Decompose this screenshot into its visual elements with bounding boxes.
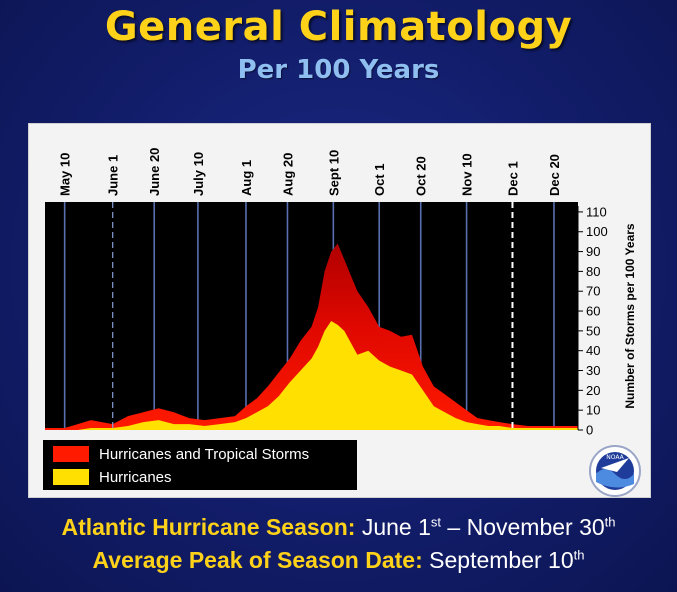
date-tick-label: Nov 10 — [460, 153, 475, 196]
y-tick-label: 40 — [586, 343, 600, 358]
peak-value: September 10 — [429, 547, 574, 573]
y-tick-label: 20 — [586, 383, 600, 398]
date-tick-label: June 20 — [147, 148, 162, 196]
legend-swatch-hurricane — [53, 469, 89, 485]
season-dash: – — [441, 514, 467, 540]
season-boundary-lines — [112, 202, 514, 430]
tropical-storm-area — [45, 243, 578, 430]
date-tick-label: Aug 1 — [239, 160, 254, 196]
y-tick-label: 30 — [586, 363, 600, 378]
y-axis-label: Number of Storms per 100 Years — [623, 223, 637, 409]
noaa-logo: NOAA — [589, 445, 641, 497]
chart-panel: May 10 June 1 June 20 July 10 Aug 1 Aug 20 Sep… — [28, 123, 651, 498]
noaa-logo-text: NOAA — [606, 454, 624, 461]
peak-suffix: th — [573, 547, 585, 563]
season-label: Atlantic Hurricane Season: — [61, 514, 356, 540]
legend: Hurricanes and Tropical Storms Hurricane… — [43, 440, 357, 490]
peak-label: Average Peak of Season Date: — [92, 547, 423, 573]
y-tick-label: 80 — [586, 264, 600, 279]
season-line: Atlantic Hurricane Season: June 1st – No… — [0, 514, 677, 541]
date-tick-label: Oct 1 — [372, 163, 387, 196]
page-title: General Climatology — [104, 4, 573, 50]
date-tick-label: Aug 20 — [280, 153, 295, 196]
season-start: June 1 — [361, 514, 431, 540]
season-end-suffix: th — [604, 514, 616, 530]
date-tick-label: May 10 — [58, 153, 73, 196]
date-tick-label: Dec 1 — [505, 161, 520, 196]
climatology-chart: May 10 June 1 June 20 July 10 Aug 1 Aug 20 Sep… — [43, 148, 641, 497]
y-tick-label: 70 — [586, 284, 600, 299]
legend-swatch-tropical — [53, 446, 89, 462]
noaa-logo-bird — [601, 458, 629, 472]
y-tick-label: 90 — [586, 244, 600, 259]
legend-box — [43, 440, 357, 490]
y-tick-label: 50 — [586, 323, 600, 338]
y-tick-label: 10 — [586, 403, 600, 418]
y-tick-label: 100 — [586, 224, 608, 239]
date-tick-label: Sept 10 — [326, 150, 341, 196]
legend-label-hurricane: Hurricanes — [99, 469, 172, 486]
y-tick-label: 60 — [586, 304, 600, 319]
peak-line: Average Peak of Season Date: September 1… — [0, 547, 677, 574]
noaa-logo-wave — [596, 469, 634, 488]
page-subtitle: Per 100 Years — [237, 55, 440, 85]
y-tick-label: 0 — [586, 423, 593, 438]
date-tick-label: Oct 20 — [414, 156, 429, 196]
season-end: November 30 — [466, 514, 605, 540]
season-start-suffix: st — [430, 514, 442, 530]
y-axis: 0 10 20 30 40 50 60 70 80 90 100 110 — [577, 204, 608, 438]
hurricane-area — [45, 321, 578, 430]
date-tick-label: Dec 20 — [547, 154, 562, 196]
y-tick-label: 110 — [586, 204, 607, 219]
legend-label-tropical: Hurricanes and Tropical Storms — [99, 446, 309, 463]
date-tick-label: July 10 — [191, 152, 206, 196]
date-tick-labels: May 10 June 1 June 20 July 10 Aug 1 Aug 20 Sep… — [58, 148, 562, 196]
date-tick-label: June 1 — [106, 155, 121, 196]
